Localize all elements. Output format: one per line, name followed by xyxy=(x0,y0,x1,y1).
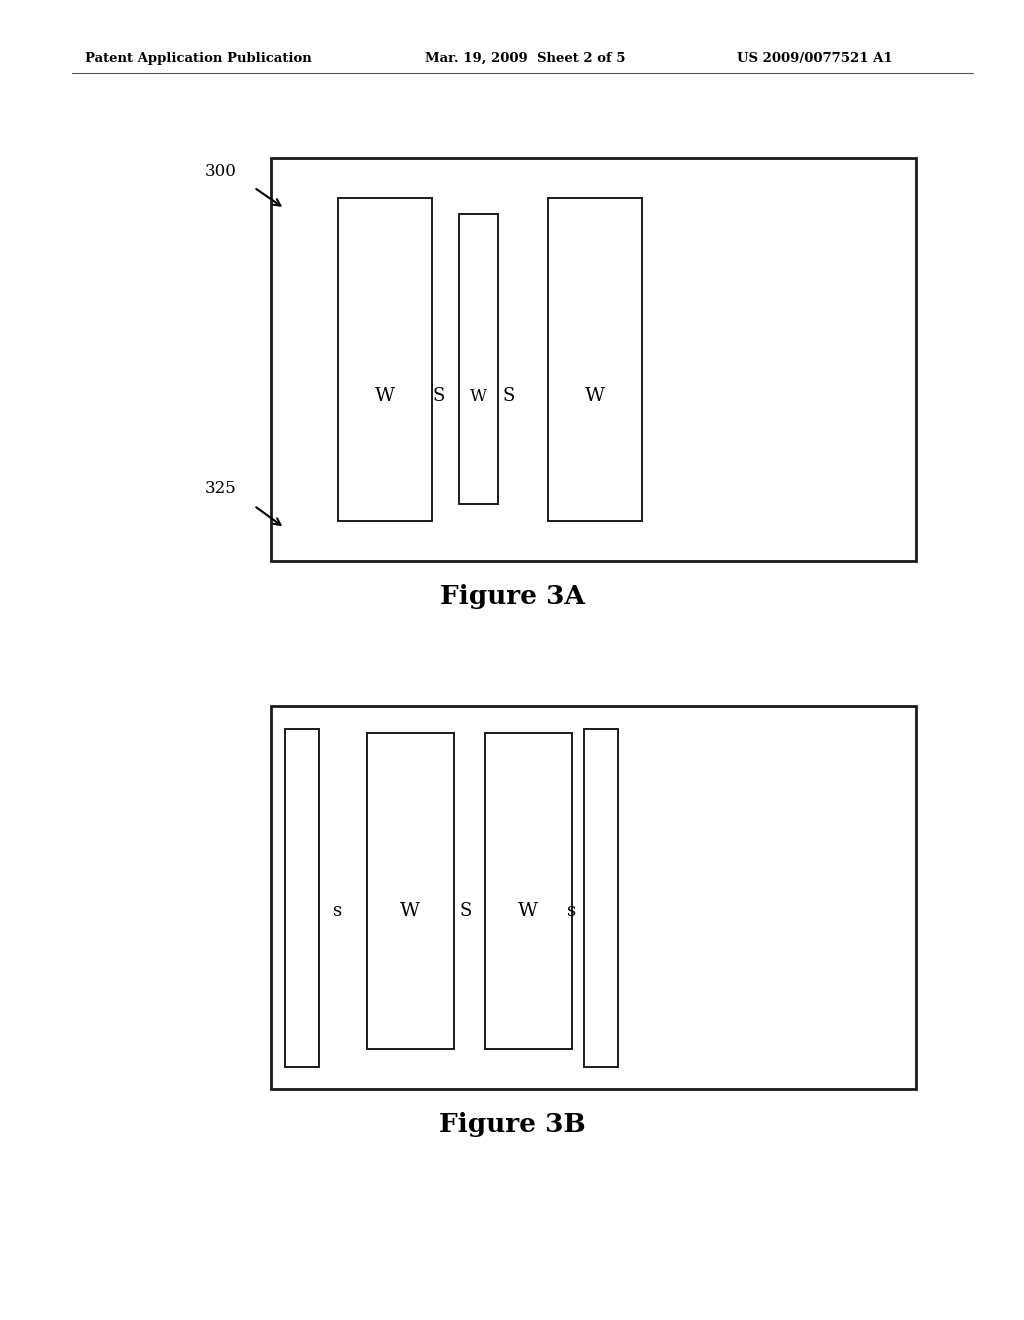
Text: Patent Application Publication: Patent Application Publication xyxy=(85,51,311,65)
Bar xyxy=(271,706,916,1089)
Text: W: W xyxy=(375,387,395,405)
Text: W: W xyxy=(470,388,486,404)
Text: US 2009/0077521 A1: US 2009/0077521 A1 xyxy=(737,51,893,65)
Bar xyxy=(367,733,454,1049)
Text: W: W xyxy=(585,387,605,405)
Text: s: s xyxy=(567,902,575,920)
Bar xyxy=(271,158,916,561)
Text: 300: 300 xyxy=(205,164,237,180)
Bar xyxy=(285,729,319,1067)
Text: Figure 3B: Figure 3B xyxy=(438,1113,586,1137)
Bar xyxy=(584,729,618,1067)
Bar xyxy=(338,198,432,521)
Text: W: W xyxy=(518,902,539,920)
Text: 325: 325 xyxy=(205,480,237,496)
Text: W: W xyxy=(399,902,420,920)
Bar xyxy=(459,214,498,504)
Text: s: s xyxy=(334,902,342,920)
Bar xyxy=(548,198,642,521)
Text: S: S xyxy=(460,902,472,920)
Bar xyxy=(485,733,572,1049)
Text: Figure 3A: Figure 3A xyxy=(439,585,585,609)
Text: S: S xyxy=(432,387,444,405)
Text: S: S xyxy=(503,387,515,405)
Text: Mar. 19, 2009  Sheet 2 of 5: Mar. 19, 2009 Sheet 2 of 5 xyxy=(425,51,626,65)
